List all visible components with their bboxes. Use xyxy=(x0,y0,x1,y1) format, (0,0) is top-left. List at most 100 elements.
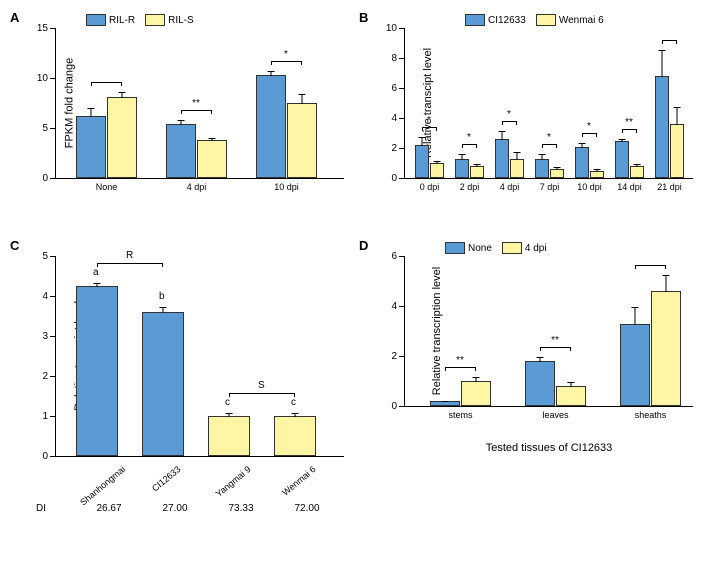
error-bar xyxy=(295,413,296,417)
legend-item: 4 dpi xyxy=(502,242,547,254)
chart-d-xlabel: Tested tissues of CI12633 xyxy=(486,442,613,454)
legend-item: CI12633 xyxy=(465,14,526,26)
sig-bracket xyxy=(542,144,557,145)
ytick-label: 0 xyxy=(391,401,397,412)
group-bracket xyxy=(97,263,163,264)
x-category: Yangmai 9 xyxy=(214,464,253,499)
legend-label: CI12633 xyxy=(488,15,526,26)
chart-d-ylabel: Relative transcription level xyxy=(431,267,443,395)
di-value: 73.33 xyxy=(208,503,274,514)
error-bar xyxy=(212,138,213,141)
legend-swatch xyxy=(145,14,165,26)
legend-item: RIL-S xyxy=(145,14,194,26)
bar-group: Shanhongmai xyxy=(76,286,118,456)
bar-group: 2 dpi xyxy=(455,159,484,179)
sig-bracket xyxy=(662,40,677,41)
ytick-label: 6 xyxy=(391,83,397,94)
legend-swatch xyxy=(445,242,465,254)
group-bracket xyxy=(229,393,295,394)
sig-label: * xyxy=(495,109,523,120)
legend-label: 4 dpi xyxy=(525,243,547,254)
ytick-label: 2 xyxy=(391,143,397,154)
bar-group: sheaths xyxy=(620,291,681,406)
di-label: DI xyxy=(36,503,66,514)
bar xyxy=(630,166,644,178)
sig-label: * xyxy=(575,121,603,132)
panel-a: A FPKM fold change 051015RIL-RRIL-SNone4… xyxy=(10,10,349,228)
ytick-label: 15 xyxy=(37,23,48,34)
letter-annotation: a xyxy=(93,267,99,278)
bar xyxy=(197,140,227,178)
error-bar xyxy=(502,131,503,140)
chart-d: Relative transcription level Tested tiss… xyxy=(404,256,693,407)
bar xyxy=(670,124,684,178)
bar xyxy=(556,386,586,406)
bar xyxy=(287,103,317,178)
chart-c: Relative transcipt level 012345Shanhongm… xyxy=(55,256,344,457)
x-category: 21 dpi xyxy=(657,182,682,192)
ytick-label: 1 xyxy=(42,411,48,422)
bar-group: None xyxy=(76,97,137,178)
sig-bracket xyxy=(582,133,597,134)
panel-a-label: A xyxy=(10,10,19,25)
legend-label: RIL-S xyxy=(168,15,194,26)
bar xyxy=(430,163,444,178)
bar xyxy=(655,76,669,178)
bar xyxy=(550,169,564,178)
x-category: 4 dpi xyxy=(500,182,520,192)
ytick-label: 5 xyxy=(42,123,48,134)
error-bar xyxy=(597,169,598,172)
ytick-label: 0 xyxy=(42,451,48,462)
error-bar xyxy=(582,143,583,148)
ytick-label: 5 xyxy=(42,251,48,262)
error-bar xyxy=(302,94,303,104)
error-bar xyxy=(637,164,638,167)
bar xyxy=(76,286,118,456)
bar xyxy=(256,75,286,178)
di-row: DI26.6727.0073.3372.00 xyxy=(36,503,340,514)
bar xyxy=(651,291,681,406)
bar xyxy=(525,361,555,406)
error-bar xyxy=(97,283,98,287)
bar xyxy=(510,159,524,179)
error-bar xyxy=(662,50,663,77)
x-category: 2 dpi xyxy=(460,182,480,192)
x-category: CI12633 xyxy=(150,464,182,494)
chart-a: FPKM fold change 051015RIL-RRIL-SNone4 d… xyxy=(55,28,344,179)
ytick-label: 4 xyxy=(391,301,397,312)
x-category: Wenmai 6 xyxy=(280,464,317,498)
bar xyxy=(142,312,184,456)
bar-group: Wenmai 6 xyxy=(274,416,316,456)
di-value: 26.67 xyxy=(76,503,142,514)
sig-label: ** xyxy=(615,117,643,128)
error-bar xyxy=(477,164,478,167)
bar xyxy=(274,416,316,456)
ytick-label: 3 xyxy=(42,331,48,342)
error-bar xyxy=(622,139,623,142)
sig-label: * xyxy=(415,115,443,126)
legend: CI12633 Wenmai 6 xyxy=(465,14,604,26)
error-bar xyxy=(542,154,543,160)
sig-label: ** xyxy=(166,98,226,109)
error-bar xyxy=(122,92,123,98)
letter-annotation: c xyxy=(291,397,296,408)
error-bar xyxy=(571,382,572,387)
panel-c-label: C xyxy=(10,238,19,253)
legend-label: None xyxy=(468,243,492,254)
chart-b-ylabel: Relative transcipt level xyxy=(422,48,434,158)
legend-item: Wenmai 6 xyxy=(536,14,604,26)
legend-swatch xyxy=(465,14,485,26)
legend-swatch xyxy=(86,14,106,26)
bar-group: 21 dpi xyxy=(655,76,684,178)
error-bar xyxy=(163,307,164,313)
bar-group: 10 dpi xyxy=(575,147,604,179)
bar xyxy=(208,416,250,456)
legend-swatch xyxy=(502,242,522,254)
bar xyxy=(461,381,491,406)
sig-label: * xyxy=(256,49,316,60)
bar-group: 10 dpi xyxy=(256,75,317,178)
x-category: 10 dpi xyxy=(577,182,602,192)
sig-bracket xyxy=(181,110,212,111)
bar xyxy=(495,139,509,178)
ytick-label: 4 xyxy=(42,291,48,302)
